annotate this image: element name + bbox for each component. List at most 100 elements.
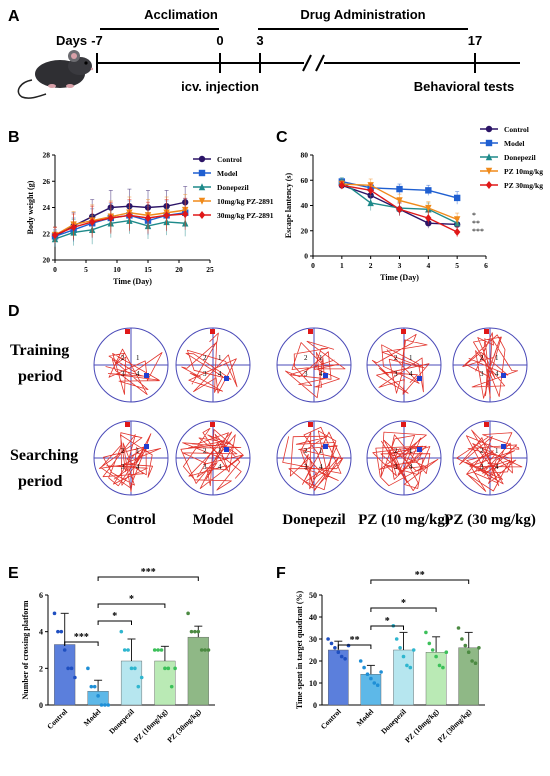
data-point [196,629,201,634]
y-tick-label: 26 [43,177,51,186]
quadrant-label: 3 [304,463,308,471]
y-tick-label: 80 [301,151,309,160]
pool-training-4: 1 2 3 4 [452,327,528,403]
x-tick-label: 0 [311,261,315,270]
event-icv-label: icv. injection [181,79,259,94]
start-marker [210,422,215,427]
data-point [156,648,160,652]
data-point [136,684,141,689]
data-point [453,194,461,202]
quadrant-label: 1 [319,447,323,455]
quadrant-label: 2 [480,447,484,455]
data-point [375,683,380,687]
pool-training-0: 1 2 3 4 [93,327,169,403]
data-point [106,703,111,707]
panel-f-target-quadrant-chart: 0 10 20 30 40 50 Time spent in target quadrant… [295,570,485,745]
x-tick-label: 5 [455,261,459,270]
data-point [144,214,152,222]
day-mark-start: -7 [91,33,103,48]
quadrant-label: 3 [203,370,207,378]
data-point [434,654,438,659]
data-point [425,204,432,212]
quadrant-label: 2 [480,354,484,362]
x-tick-label: 15 [144,265,152,274]
significance-bracket [97,603,166,608]
significance-label: * [112,611,117,622]
x-axis-label: Time (Day) [380,273,419,282]
data-point [453,228,461,237]
data-point [199,648,204,652]
category-label: Donepezil [379,707,408,736]
training-row-label-2: period [18,368,63,385]
series-line [54,213,186,236]
data-point [73,675,77,680]
data-point [470,659,474,663]
legend-label: Donepezil [217,183,249,192]
data-point [343,657,347,661]
pool-searching-0: 1 2 3 4 [93,420,169,496]
data-point [401,654,406,659]
y-tick-label: 40 [301,201,309,210]
quadrant-label: 3 [480,370,484,378]
x-tick-label: 10 [113,265,121,274]
quadrant-label: 1 [218,447,222,455]
swim-path [284,340,346,399]
pool-training-1: 1 2 3 4 [175,327,251,403]
data-point [203,648,207,652]
data-point [182,210,189,219]
pool-training-2: 1 2 3 4 [276,327,352,403]
series-line [54,209,186,236]
legend-marker [485,153,493,161]
data-point [466,650,471,654]
panel-b-body-weight-chart: 0 5 10 15 20 25 20 22 24 26 28 Time (Day) Body weigh… [26,151,274,287]
days-label: Days [56,33,87,48]
panel-e-crossing-chart: 0 2 4 6 Number of crossing platform Control Mo… [21,567,215,745]
data-point [411,648,416,652]
x-tick-label: 1 [340,261,344,270]
legend-label: Control [217,155,242,164]
data-point [425,187,432,194]
series-3 [51,193,189,243]
data-point [329,641,334,646]
y-tick-label: 6 [39,591,43,600]
data-point [437,663,442,668]
data-point [70,223,77,232]
y-tick-label: 20 [309,657,317,666]
quadrant-label: 1 [409,447,413,455]
panel-d-row-labels: Training period Searching period [10,342,78,490]
significance-bracket [370,607,437,612]
searching-row-label-2: period [18,473,63,490]
data-point [59,629,64,634]
data-point [394,637,399,641]
legend-label: PZ 10mg/kg [504,167,543,176]
quadrant-label: 2 [304,354,308,362]
data-point [103,703,107,707]
data-point [193,629,197,634]
start-marker [484,422,489,427]
data-point [122,648,127,652]
series-line [54,219,186,240]
y-tick-label: 24 [43,203,51,212]
quadrant-label: 3 [121,463,125,471]
platform-marker [224,447,229,452]
panel-b-letter: B [8,129,20,146]
swim-path [462,332,518,399]
significance-bracket [64,641,99,646]
quadrant-label: 4 [495,463,499,471]
quadrant-label: 1 [136,447,140,455]
group-label-model: Model [193,512,234,528]
legend-label: Model [504,139,524,148]
significance-label: ** [415,570,425,581]
category-label: Model [355,707,376,728]
data-point [92,684,97,689]
pool-searching-1: 1 2 3 4 [175,420,251,496]
data-point [369,676,373,681]
x-tick-label: 5 [84,265,88,274]
data-point [139,675,144,680]
data-point [52,611,57,616]
x-tick-label: 20 [175,265,183,274]
data-point [477,646,481,650]
group-label-control: Control [106,512,156,528]
data-point [398,646,402,650]
legend-label: 30mg/kg PZ-2891 [217,211,274,220]
